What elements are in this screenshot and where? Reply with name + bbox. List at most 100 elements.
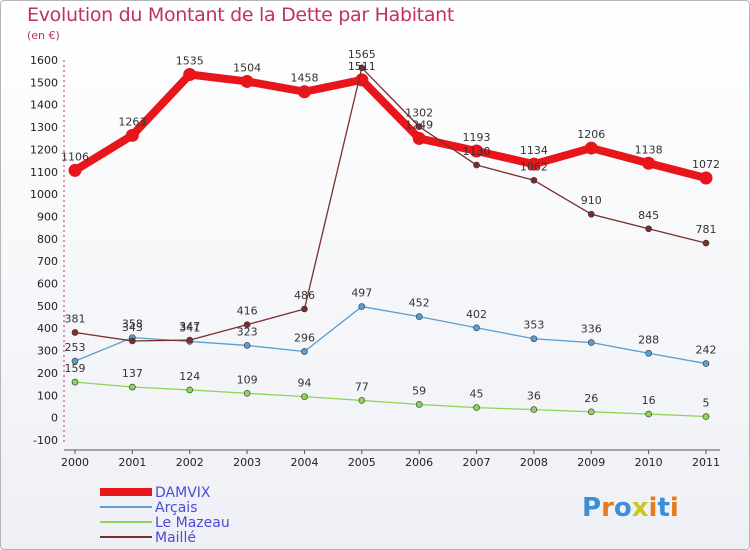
data-label: 1511 bbox=[348, 60, 376, 73]
y-tick-label: 1100 bbox=[30, 166, 58, 179]
data-label: 36 bbox=[527, 390, 541, 403]
data-label: 341 bbox=[179, 321, 200, 334]
y-tick-label: 1200 bbox=[30, 143, 58, 156]
y-tick-label: 1000 bbox=[30, 188, 58, 201]
data-point bbox=[587, 408, 595, 416]
x-tick-label: 2011 bbox=[692, 456, 720, 469]
data-point bbox=[645, 410, 652, 418]
y-tick-label: 300 bbox=[37, 345, 58, 358]
data-label: 381 bbox=[65, 312, 86, 325]
y-tick-label: 100 bbox=[37, 389, 58, 402]
data-label: 486 bbox=[294, 289, 315, 302]
y-tick-label: 700 bbox=[37, 255, 58, 268]
data-label: 1504 bbox=[233, 61, 261, 74]
data-point bbox=[415, 313, 423, 320]
data-point bbox=[645, 225, 652, 233]
data-label: 296 bbox=[294, 331, 315, 344]
data-point bbox=[68, 163, 82, 177]
data-point bbox=[129, 337, 136, 345]
chart-subtitle: (en €) bbox=[27, 29, 60, 42]
data-label: 124 bbox=[179, 370, 200, 383]
chart-title: Evolution du Montant de la Dette par Hab… bbox=[27, 4, 455, 26]
data-point bbox=[702, 413, 710, 420]
data-point bbox=[473, 404, 480, 411]
data-point bbox=[358, 397, 366, 404]
data-label: 26 bbox=[584, 392, 598, 405]
data-label: 1565 bbox=[348, 48, 376, 61]
data-point bbox=[473, 324, 480, 332]
data-label: 77 bbox=[355, 380, 369, 393]
data-point bbox=[71, 378, 79, 386]
data-point bbox=[240, 74, 254, 88]
y-tick-label: 0 bbox=[51, 412, 58, 425]
data-point bbox=[243, 342, 251, 349]
data-label: 1458 bbox=[290, 72, 318, 85]
y-tick-label: 600 bbox=[37, 278, 58, 291]
data-point bbox=[186, 336, 194, 344]
data-label: 402 bbox=[466, 308, 487, 321]
data-point bbox=[527, 157, 541, 171]
data-label: 497 bbox=[351, 287, 372, 300]
proxiti-logo: Proxiti bbox=[582, 493, 679, 523]
data-point bbox=[584, 141, 598, 155]
data-label: 5 bbox=[703, 397, 710, 410]
y-tick-label: 1300 bbox=[30, 121, 58, 134]
data-label: 1249 bbox=[405, 118, 433, 131]
data-point bbox=[587, 339, 595, 346]
data-point bbox=[125, 128, 139, 142]
data-point bbox=[301, 393, 308, 400]
x-tick-label: 2007 bbox=[463, 456, 491, 469]
data-point bbox=[301, 305, 308, 313]
data-label: 242 bbox=[696, 344, 717, 357]
y-tick-label: 200 bbox=[37, 367, 58, 380]
y-tick-label: -100 bbox=[33, 434, 58, 447]
data-label: 159 bbox=[65, 362, 86, 375]
data-label: 253 bbox=[65, 341, 86, 354]
data-label: 343 bbox=[122, 321, 143, 334]
x-tick-label: 2009 bbox=[577, 456, 605, 469]
data-point bbox=[530, 176, 538, 184]
legend-item-label: DAMVIX bbox=[155, 485, 211, 501]
data-point bbox=[587, 210, 595, 218]
x-tick-label: 2002 bbox=[176, 456, 204, 469]
y-tick-label: 900 bbox=[37, 210, 58, 223]
data-point bbox=[358, 303, 366, 310]
data-label: 109 bbox=[237, 373, 258, 386]
data-point bbox=[129, 383, 136, 391]
data-label: 1302 bbox=[405, 107, 433, 120]
data-point bbox=[699, 171, 713, 185]
x-tick-label: 2004 bbox=[290, 456, 318, 469]
y-tick-label: 1400 bbox=[30, 99, 58, 112]
data-point bbox=[358, 64, 366, 72]
data-label: 1535 bbox=[176, 55, 204, 68]
data-label: 1134 bbox=[520, 144, 548, 157]
data-label: 1072 bbox=[692, 158, 720, 171]
x-tick-label: 2005 bbox=[348, 456, 376, 469]
y-tick-label: 1600 bbox=[30, 54, 58, 67]
data-label: 1193 bbox=[463, 131, 491, 144]
data-label: 59 bbox=[412, 384, 426, 397]
x-tick-label: 2001 bbox=[118, 456, 146, 469]
data-label: 1138 bbox=[635, 143, 663, 156]
x-tick-label: 2006 bbox=[405, 456, 433, 469]
x-tick-label: 2008 bbox=[520, 456, 548, 469]
y-tick-label: 400 bbox=[37, 322, 58, 335]
data-label: 416 bbox=[237, 305, 258, 318]
data-label: 336 bbox=[581, 323, 602, 336]
series-line-damvix bbox=[72, 70, 707, 182]
data-point bbox=[415, 123, 423, 130]
data-point bbox=[415, 401, 423, 408]
data-point bbox=[71, 357, 79, 365]
x-tick-label: 2003 bbox=[233, 456, 261, 469]
data-point bbox=[243, 389, 251, 397]
data-point bbox=[473, 161, 480, 169]
data-label: 288 bbox=[638, 333, 659, 346]
data-label: 323 bbox=[237, 325, 258, 338]
x-tick-label: 2010 bbox=[635, 456, 663, 469]
data-label: 845 bbox=[638, 209, 659, 222]
data-label: 137 bbox=[122, 367, 143, 380]
data-point bbox=[530, 335, 538, 343]
data-label: 45 bbox=[470, 388, 484, 401]
data-label: 452 bbox=[409, 297, 430, 310]
y-tick-label: 1500 bbox=[30, 76, 58, 89]
